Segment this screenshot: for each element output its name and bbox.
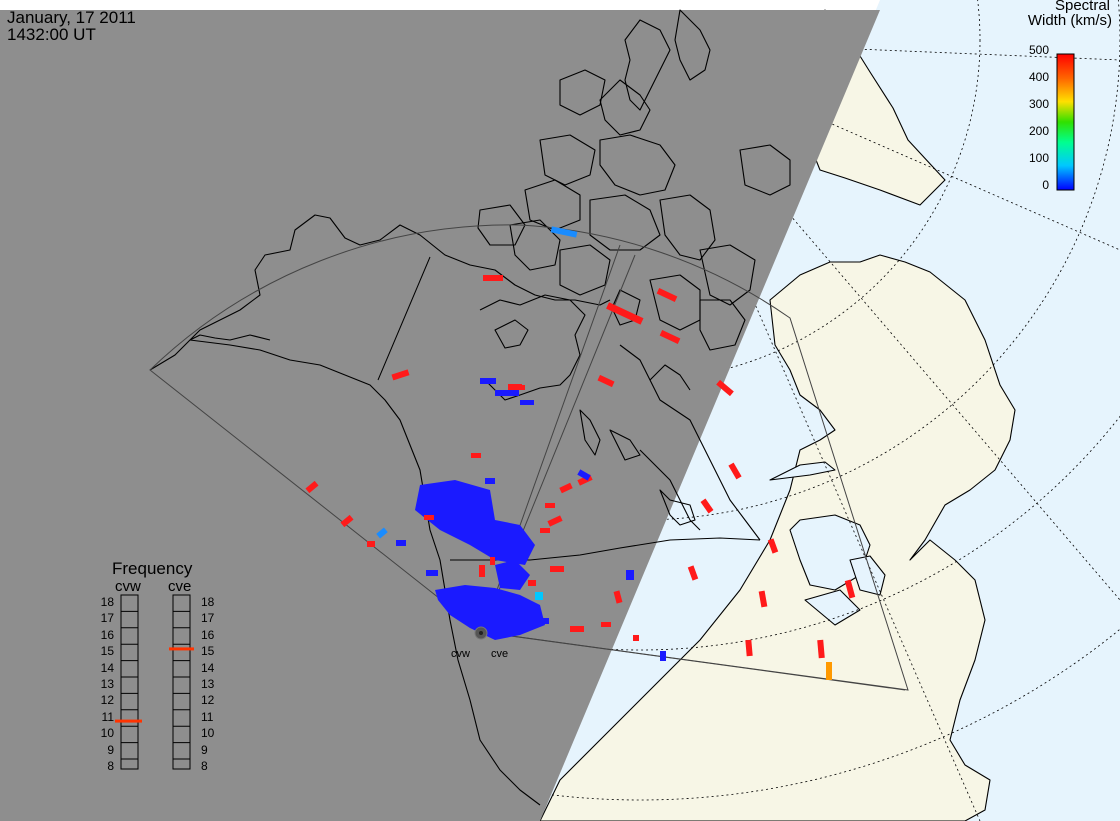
colorbar-tick: 200 bbox=[1028, 124, 1049, 138]
frequency-scale-label: 12 bbox=[100, 693, 114, 708]
arctic-islands bbox=[477, 9, 791, 351]
frequency-title: Frequency bbox=[112, 559, 193, 578]
frequency-scale-label: 9 bbox=[201, 742, 208, 757]
echo-cluster-south bbox=[435, 585, 545, 640]
colorbar-tick: 500 bbox=[1028, 43, 1049, 57]
frequency-scale-label: 17 bbox=[201, 611, 215, 626]
frequency-scale-label: 10 bbox=[201, 726, 215, 741]
day-land bbox=[539, 9, 1016, 821]
radar-label-cve: cve bbox=[491, 648, 509, 660]
header-date: January, 17 2011 bbox=[7, 8, 136, 27]
colorbar-title-line2: Width (km/s) bbox=[1027, 12, 1112, 29]
cve-frequency-marker bbox=[169, 647, 194, 651]
scatter-echoes bbox=[305, 226, 856, 680]
frequency-label-cve: cve bbox=[168, 578, 192, 595]
frequency-scale-label: 10 bbox=[100, 726, 114, 741]
frequency-scale-label: 13 bbox=[201, 677, 215, 691]
colorbar-tick: 300 bbox=[1028, 97, 1049, 111]
frequency-scale-label: 14 bbox=[201, 660, 215, 675]
frequency-scale-label: 13 bbox=[100, 677, 114, 691]
colorbar-tick: 100 bbox=[1028, 151, 1049, 165]
colorbar-tick: 0 bbox=[1042, 178, 1049, 192]
echo-red bbox=[305, 275, 856, 659]
echo-other bbox=[376, 226, 832, 680]
frequency-scale-label: 16 bbox=[201, 627, 215, 642]
coastlines bbox=[149, 214, 761, 806]
frequency-scale-label: 12 bbox=[201, 693, 215, 708]
radar-label-cvw: cvw bbox=[451, 648, 470, 660]
frequency-label-cvw: cvw bbox=[115, 578, 141, 595]
frequency-boxes bbox=[120, 594, 191, 770]
colorbar-title-line1: Spectral bbox=[1054, 0, 1110, 14]
frequency-scale-label: 15 bbox=[100, 644, 114, 659]
frequency-scale-label: 14 bbox=[100, 660, 114, 675]
frequency-scale-label: 11 bbox=[101, 709, 114, 724]
header-time: 1432:00 UT bbox=[7, 25, 96, 44]
frequency-scale-label: 15 bbox=[201, 644, 215, 659]
echo-blue bbox=[396, 378, 666, 661]
echo-cluster-mid bbox=[495, 560, 530, 590]
echo-cluster-north bbox=[415, 480, 535, 565]
frequency-scale-label: 17 bbox=[100, 611, 114, 626]
frequency-scale-label: 16 bbox=[100, 627, 114, 642]
frequency-scale-label: 8 bbox=[201, 759, 208, 773]
colorbar-tick: 400 bbox=[1028, 70, 1049, 84]
frequency-scale-label: 18 bbox=[201, 595, 215, 609]
colorbar bbox=[1056, 53, 1075, 191]
frequency-scale-label: 11 bbox=[201, 709, 214, 724]
night-side bbox=[0, 10, 880, 821]
frequency-scale-label: 9 bbox=[107, 742, 114, 757]
colorbar-title: Spectral Width (km/s) bbox=[1028, 0, 1112, 28]
frequency-scale-label: 18 bbox=[100, 595, 114, 609]
cvw-frequency-marker bbox=[115, 719, 142, 723]
frequency-scale-label: 8 bbox=[107, 759, 114, 773]
